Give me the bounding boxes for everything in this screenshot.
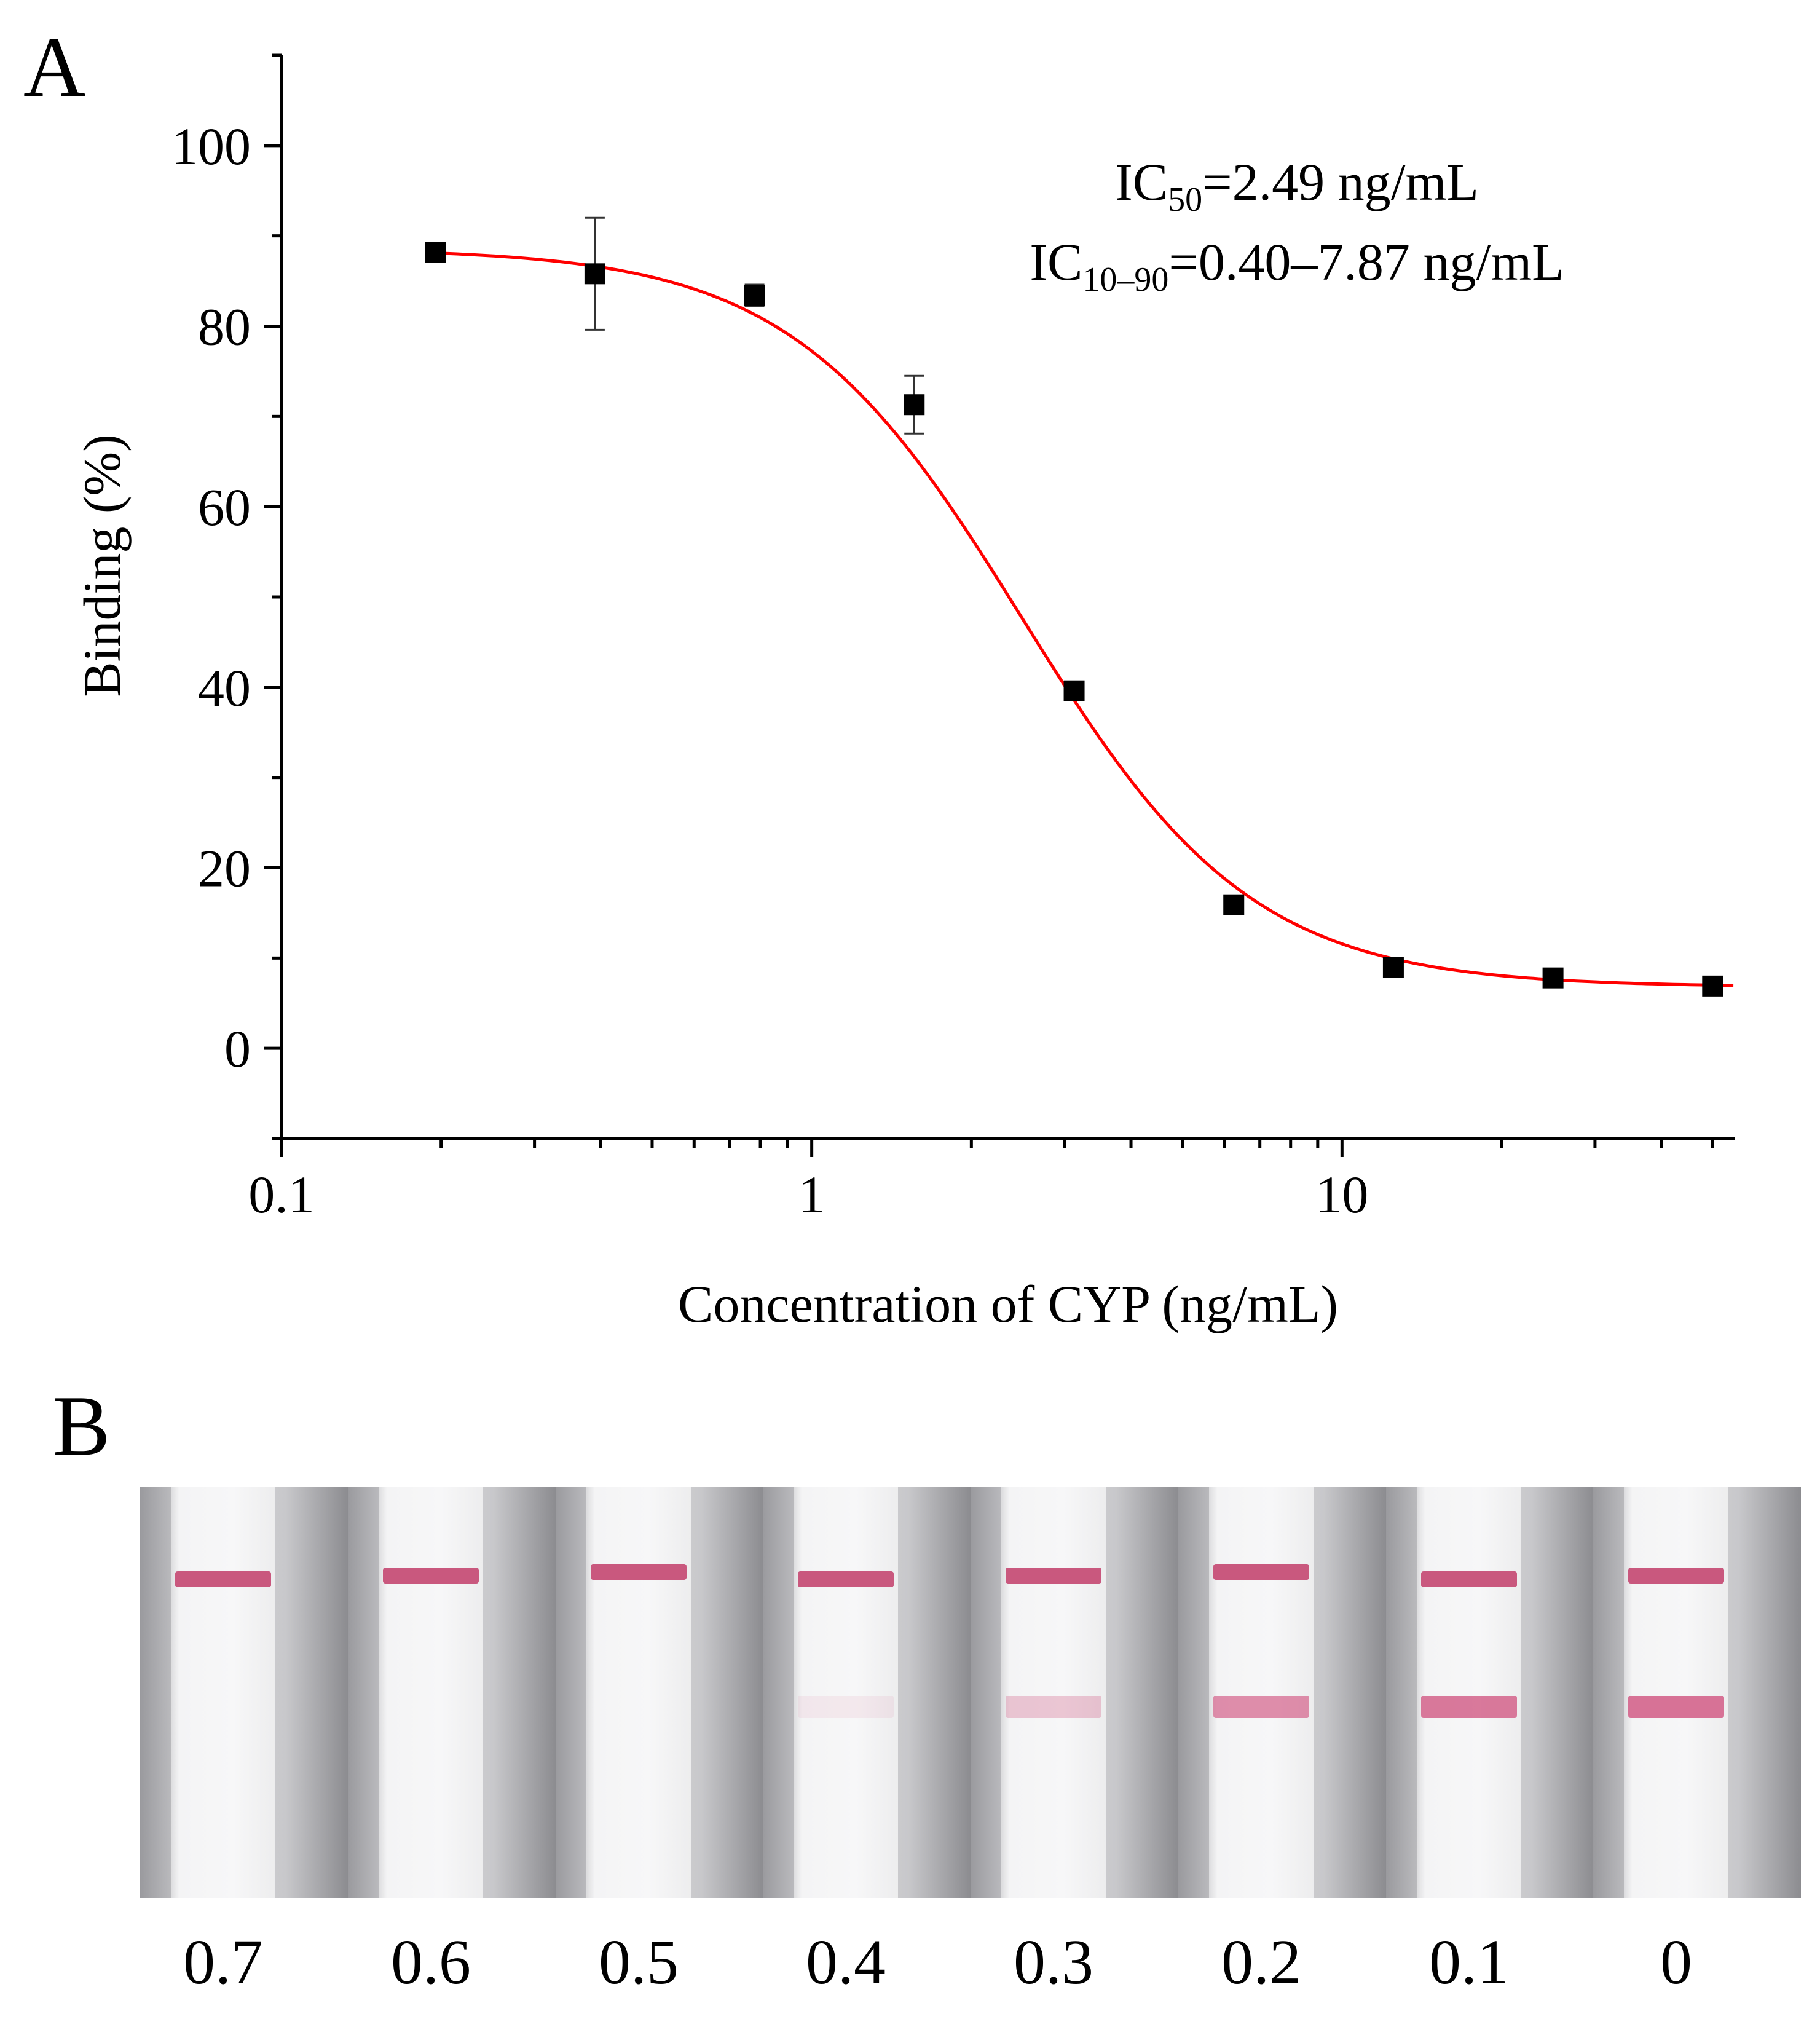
data-point [584,263,605,285]
y-tick-label: 80 [198,298,251,357]
control-line [382,1568,479,1584]
x-tick-label: 10 [1315,1165,1368,1224]
control-line [1005,1568,1102,1584]
strip-concentration-label: 0.5 [599,1927,679,1997]
strip-concentration-label: 0.7 [183,1927,263,1997]
ic50-subscript: 50 [1168,181,1202,219]
test-strip [1001,1487,1106,1898]
test-line [1213,1696,1310,1718]
data-point [425,242,446,263]
control-line [1628,1568,1725,1584]
test-strip-photo [140,1487,1801,1898]
range-subscript: 10–90 [1082,261,1168,299]
y-tick-label: 100 [171,117,251,176]
x-tick-label: 1 [798,1165,825,1224]
ic50-prefix: IC [1115,152,1168,211]
range-prefix: IC [1030,232,1082,291]
test-line [797,1696,894,1718]
test-strip [379,1487,483,1898]
test-strip [794,1487,898,1898]
data-point [1223,894,1245,915]
control-line [1420,1571,1518,1587]
fit-curve [435,251,1734,987]
strip-concentration-label: 0.3 [1014,1927,1093,1997]
control-line [1213,1564,1310,1580]
data-points-layer [425,216,1723,997]
test-strip [1624,1487,1728,1898]
y-axis-label: Binding (%) [73,434,132,697]
range-value: =0.40–7.87 ng/mL [1168,232,1564,291]
test-strip [171,1487,275,1898]
strip-concentration-label: 0 [1660,1927,1692,1997]
ic10-90-annotation: IC10–90=0.40–7.87 ng/mL [1030,232,1564,299]
x-tick-label: 0.1 [248,1165,315,1224]
fit-curve-layer [435,251,1734,987]
ic50-value: =2.49 ng/mL [1202,152,1479,211]
control-line [797,1571,894,1587]
control-line [590,1564,687,1580]
data-point [1063,680,1085,701]
y-tick-label: 0 [224,1019,251,1078]
test-line [1420,1696,1518,1718]
data-point [744,285,765,306]
data-point [904,394,925,416]
data-point [1382,957,1404,978]
strip-concentration-label: 0.4 [806,1927,886,1997]
ic50-annotation: IC50=2.49 ng/mL [1115,152,1479,219]
test-strip [1417,1487,1521,1898]
strip-concentration-label: 0.1 [1429,1927,1509,1997]
chart-axes: 0 20 40 60 80 100 0.1 1 10 [171,53,1735,1224]
strip-concentration-label: 0.6 [391,1927,471,1997]
test-line [1005,1696,1102,1718]
test-line [1628,1696,1725,1718]
data-point [1542,967,1564,989]
test-strip [586,1487,691,1898]
y-tick-label: 60 [198,478,251,537]
data-point [1702,975,1723,997]
y-tick-label: 20 [198,839,251,898]
binding-curve-chart: 0 20 40 60 80 100 0.1 1 10 Binding (%) Concentra… [73,53,1735,1333]
panel-b-label: B [53,1378,111,1474]
test-strip [1209,1487,1314,1898]
strip-concentration-label: 0.2 [1221,1927,1301,1997]
x-axis-label: Concentration of CYP (ng/mL) [678,1274,1338,1333]
panel-a-label: A [23,20,86,115]
y-tick-label: 40 [198,658,251,717]
control-line [175,1571,272,1587]
